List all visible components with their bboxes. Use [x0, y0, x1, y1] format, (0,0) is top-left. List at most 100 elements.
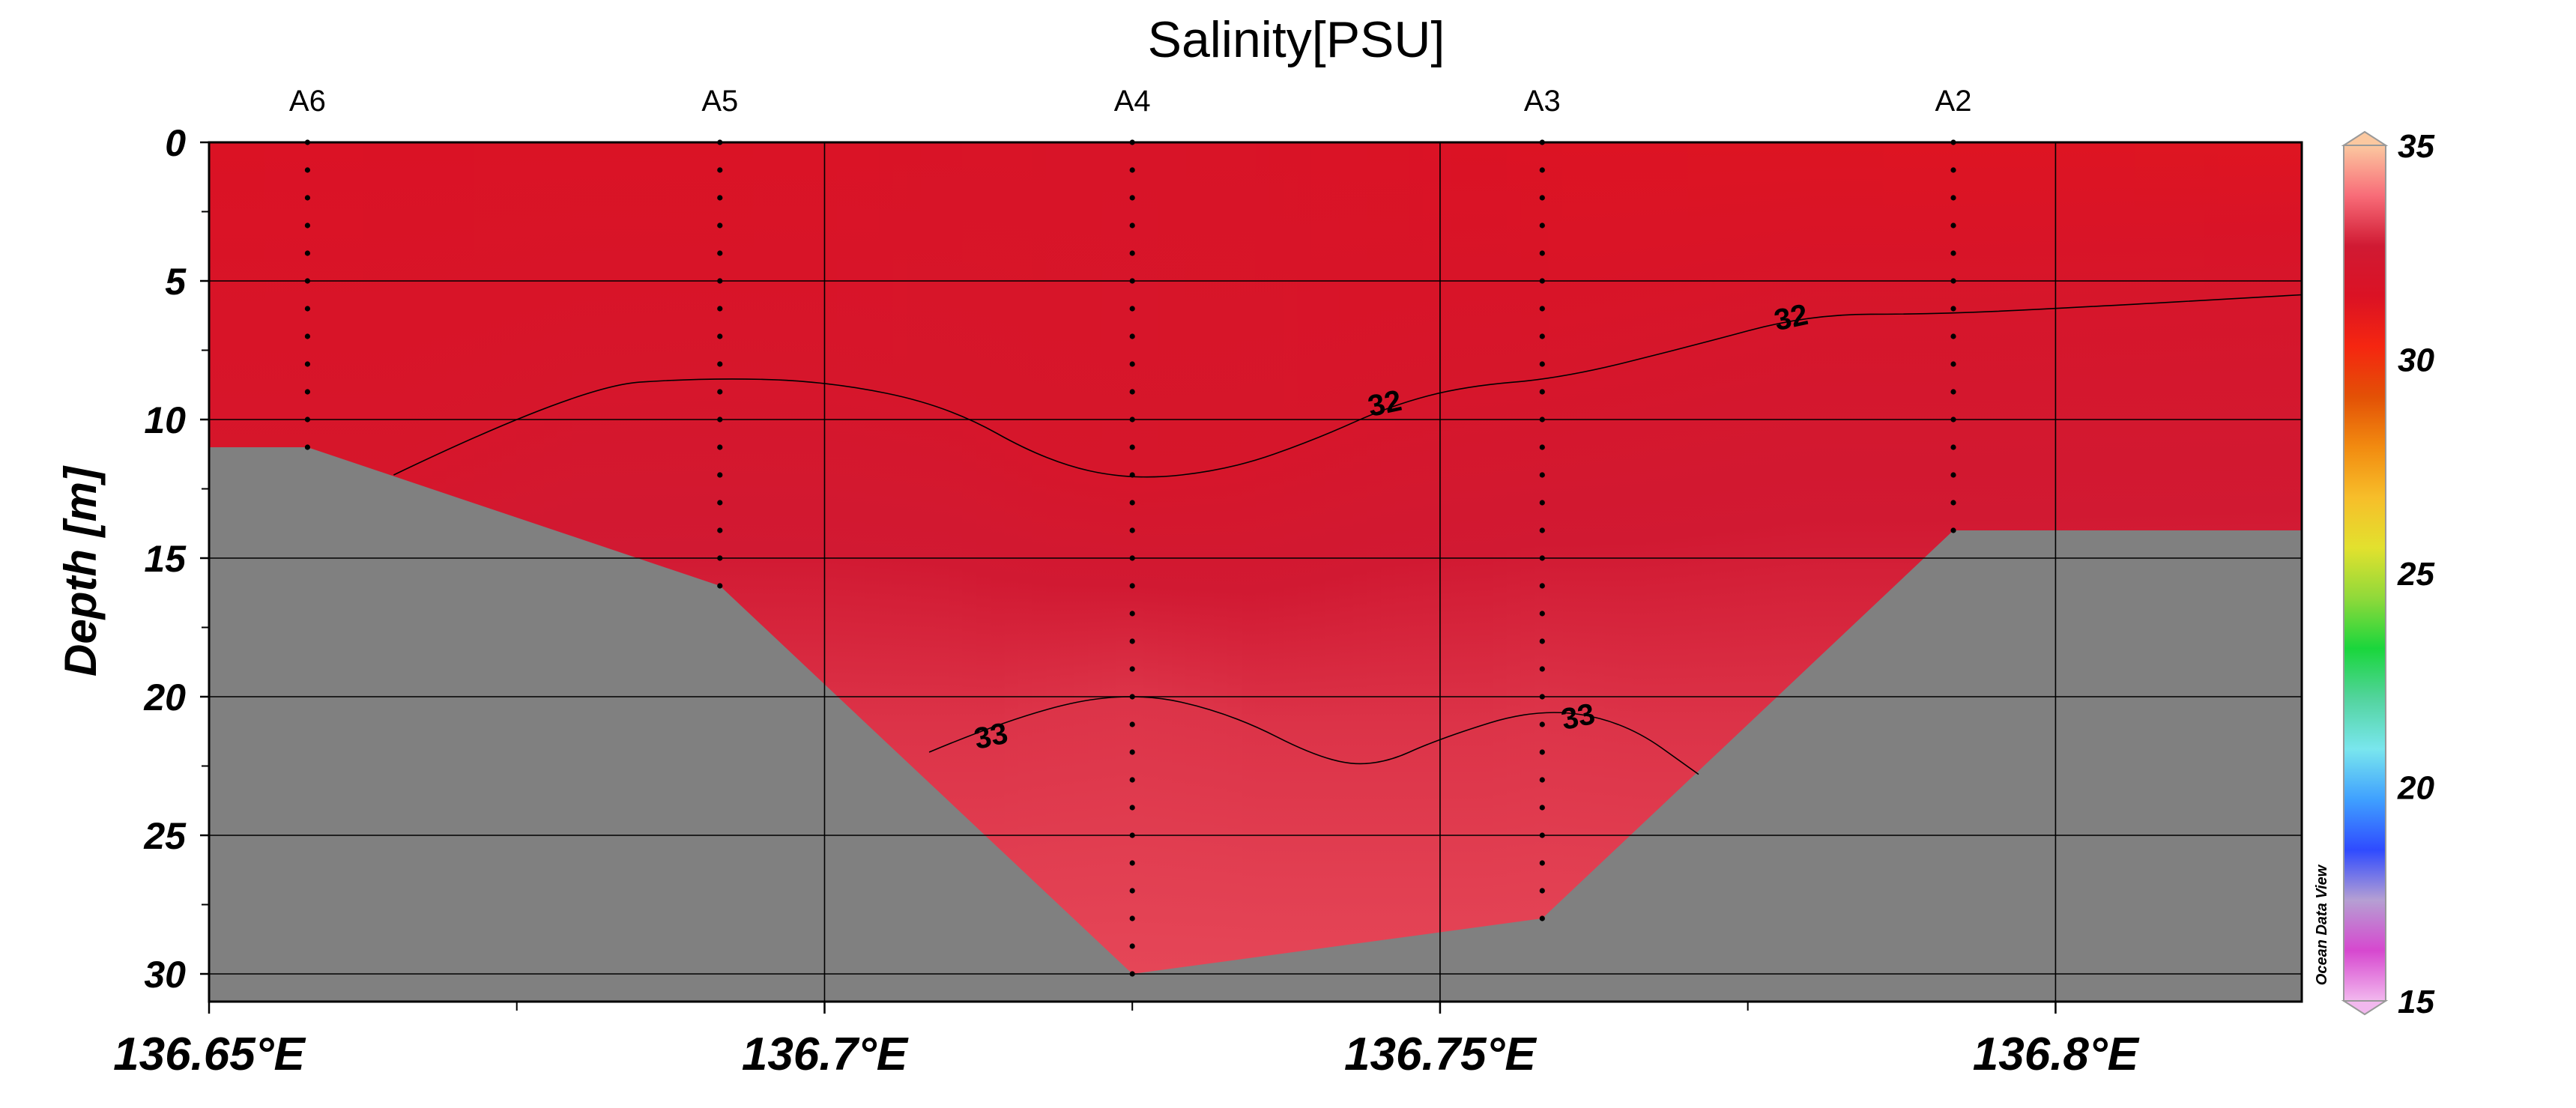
field-column	[1101, 142, 1117, 1002]
sample-point	[1950, 278, 1956, 284]
sample-point	[1539, 333, 1545, 339]
contour-label-32: 32	[1365, 384, 1405, 423]
sample-point	[304, 250, 310, 256]
y-tick-label: 20	[143, 676, 186, 718]
sample-point	[1539, 860, 1545, 866]
sample-point	[304, 167, 310, 173]
sample-points	[304, 139, 1956, 977]
field-column	[1255, 142, 1271, 1002]
field-column	[1520, 142, 1535, 1002]
sample-point	[1129, 694, 1135, 700]
sample-point	[1129, 860, 1135, 866]
sample-point	[1539, 638, 1545, 644]
field-column	[1018, 142, 1033, 1002]
sample-point	[1950, 472, 1956, 478]
field-column	[1548, 142, 1564, 1002]
station-samples-A6	[304, 139, 310, 450]
sample-point	[1129, 306, 1135, 312]
sample-point	[1129, 638, 1135, 644]
y-axis-label: Depth [m]	[55, 465, 106, 676]
field-column	[962, 142, 978, 1002]
sample-point	[304, 417, 310, 423]
station-label-A3: A3	[1524, 85, 1561, 118]
sample-point	[1129, 222, 1135, 228]
sample-point	[1950, 333, 1956, 339]
sample-point	[304, 195, 310, 201]
watermark: Ocean Data View	[2314, 864, 2330, 985]
station-samples-A5	[717, 139, 723, 589]
contour-label-32: 32	[1771, 298, 1811, 337]
field-column	[1339, 142, 1354, 1002]
field-column	[1046, 142, 1061, 1002]
sample-point	[1950, 417, 1956, 423]
sample-point	[1129, 250, 1135, 256]
sample-point	[1129, 721, 1135, 727]
y-tick-label: 30	[144, 954, 186, 996]
y-tick-label: 5	[165, 261, 187, 303]
sample-point	[1539, 832, 1545, 838]
sample-point	[1129, 832, 1135, 838]
field-column	[1451, 142, 1466, 1002]
sample-point	[1539, 749, 1545, 755]
sample-point	[1539, 694, 1545, 700]
y-tick-label: 25	[143, 815, 187, 857]
station-label-A2: A2	[1935, 85, 1972, 118]
sample-point	[1539, 555, 1545, 561]
sample-point	[304, 278, 310, 284]
colorbar-tick-label: 20	[2397, 770, 2434, 807]
sample-point	[717, 583, 723, 589]
station-labels: A6 A5 A4 A3 A2	[289, 85, 1972, 118]
sample-point	[1950, 250, 1956, 256]
field-column	[1590, 142, 1605, 1002]
field-column	[1534, 142, 1549, 1002]
field-column	[1283, 142, 1298, 1002]
field-column	[1143, 142, 1159, 1002]
y-tick-label: 10	[144, 399, 186, 441]
field-column	[934, 142, 949, 1002]
sample-point	[1539, 167, 1545, 173]
sample-point	[717, 195, 723, 201]
sample-point	[1539, 195, 1545, 201]
sample-point	[1539, 417, 1545, 423]
sample-point	[1129, 749, 1135, 755]
sample-point	[304, 306, 310, 312]
sample-point	[1539, 306, 1545, 312]
x-tick-label: 136.7°E	[742, 1029, 909, 1080]
sample-point	[1539, 805, 1545, 811]
sample-point	[717, 278, 723, 284]
sample-point	[1129, 805, 1135, 811]
sample-point	[717, 527, 723, 533]
sample-point	[1950, 444, 1956, 450]
sample-point	[717, 361, 723, 367]
y-tick-label: 0	[165, 122, 186, 164]
sample-point	[717, 472, 723, 478]
sample-point	[717, 306, 723, 312]
sample-point	[1950, 527, 1956, 533]
field-column	[1493, 142, 1508, 1002]
sample-point	[1539, 611, 1545, 617]
sample-point	[1539, 250, 1545, 256]
sample-point	[717, 333, 723, 339]
field-column	[1310, 142, 1326, 1002]
field-column	[1171, 142, 1187, 1002]
sample-point	[1539, 527, 1545, 533]
sample-point	[1950, 195, 1956, 201]
sample-point	[304, 361, 310, 367]
y-axis: 0 5 10 15 20 25 30	[143, 122, 209, 996]
plot-frame	[208, 141, 2303, 1003]
plot-area: 32 32 33 33	[208, 139, 2303, 1003]
contour-32	[393, 294, 2303, 478]
colorbar-tick-label: 30	[2398, 342, 2434, 379]
y-tick-label: 15	[144, 538, 187, 580]
sample-point	[1129, 417, 1135, 423]
colorbar: 15 20 25 30 35	[2341, 128, 2434, 1020]
field-column	[1158, 142, 1173, 1002]
sample-point	[1539, 721, 1545, 727]
chart-title: Salinity[PSU]	[1148, 11, 1445, 68]
sample-point	[1539, 666, 1545, 672]
x-tick-label: 136.8°E	[1973, 1029, 2140, 1080]
field-column	[1116, 142, 1131, 1002]
field-column	[1352, 142, 1368, 1002]
sample-point	[1950, 361, 1956, 367]
